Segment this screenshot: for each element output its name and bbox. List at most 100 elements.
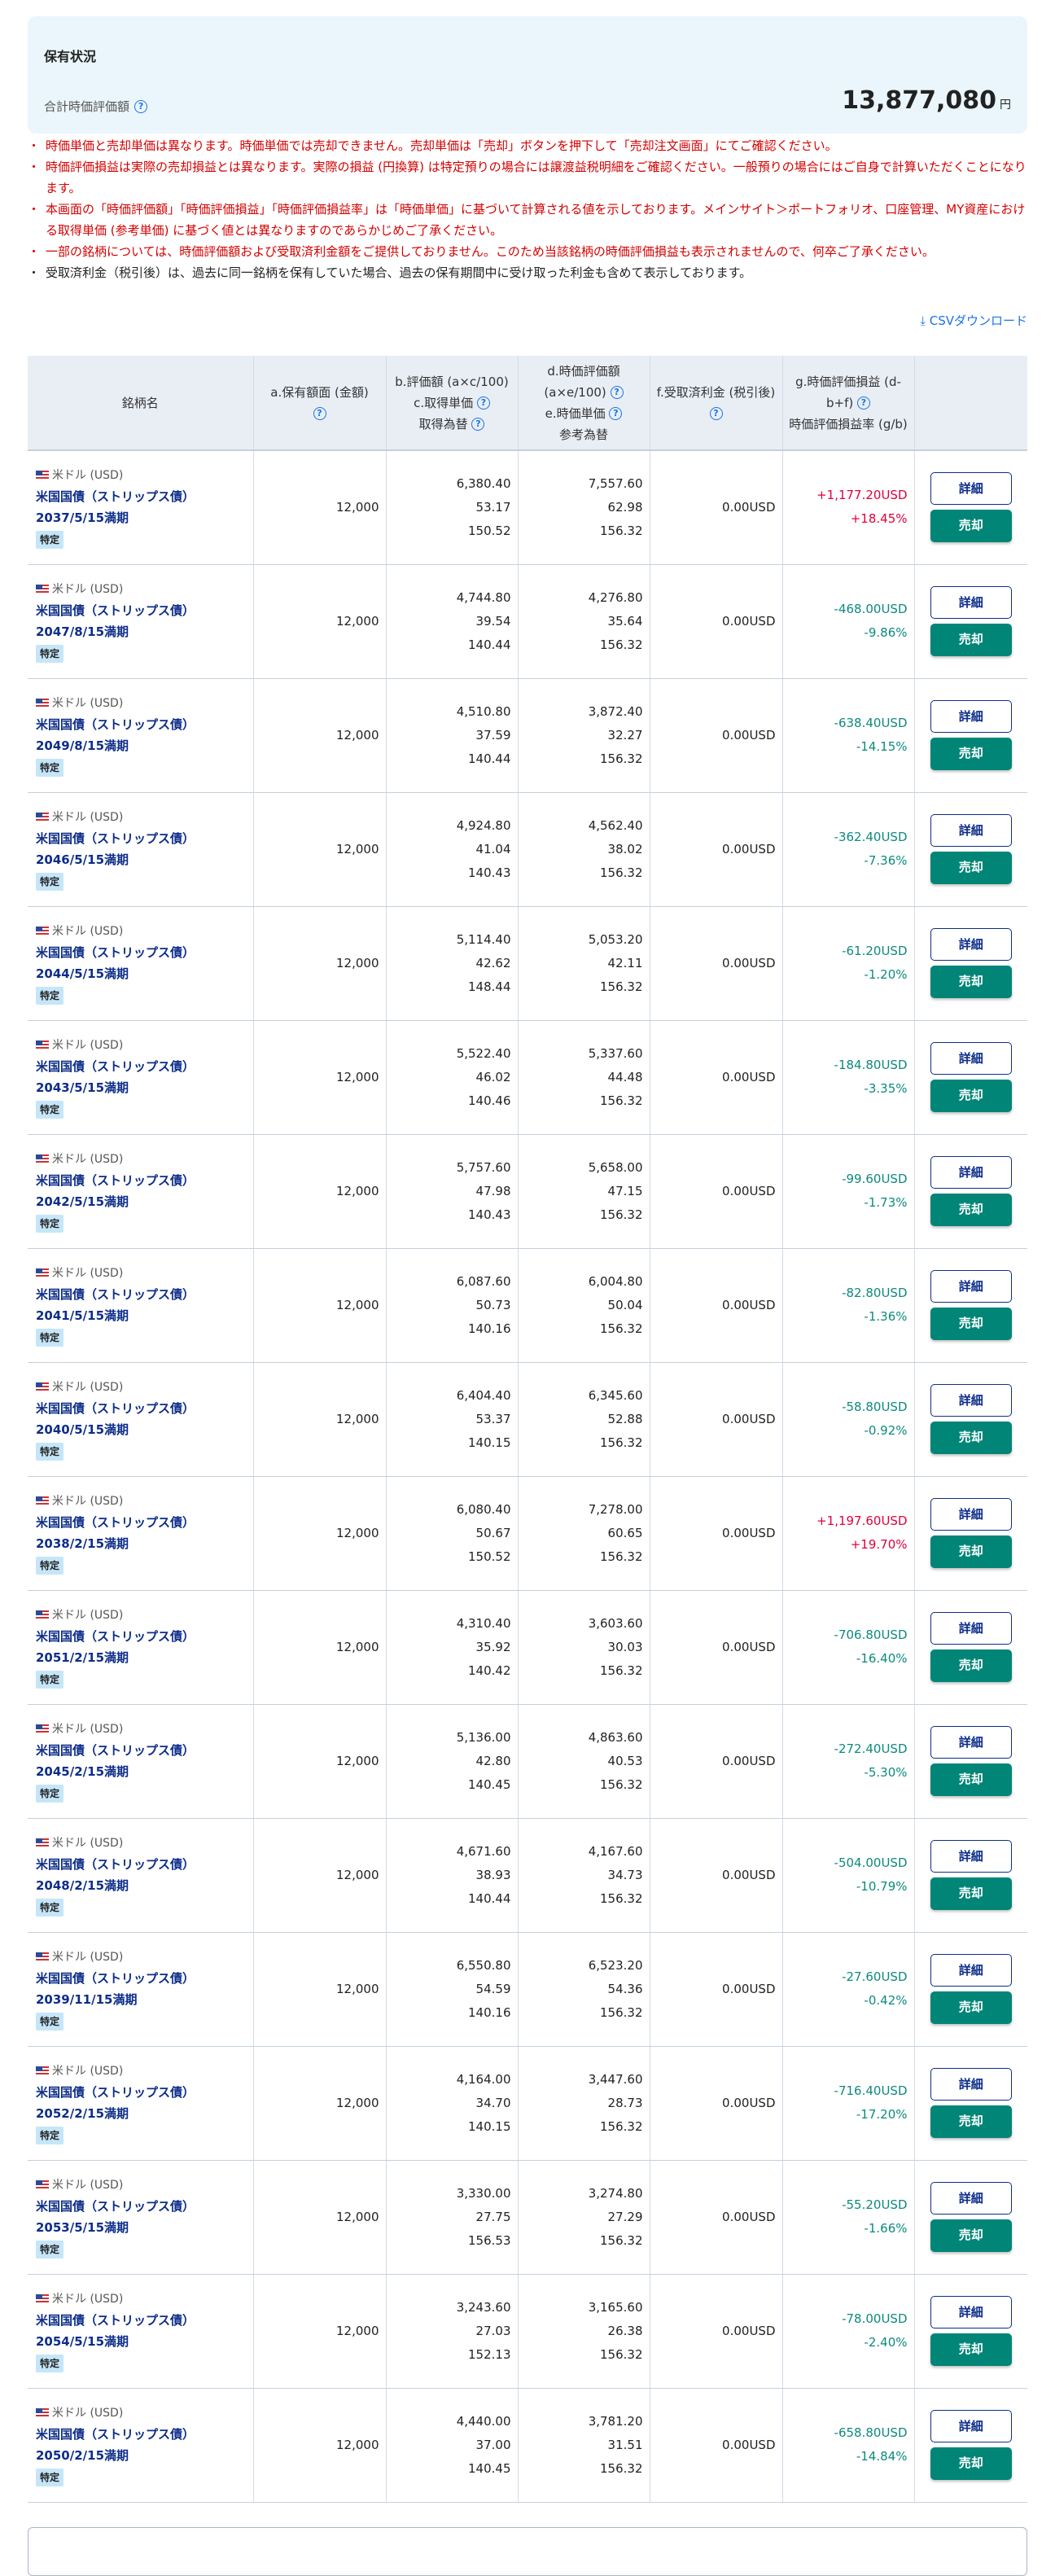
us-flag-icon <box>36 585 49 594</box>
sell-button[interactable]: 売却 <box>930 966 1012 998</box>
bond-cell: 米ドル (USD) 米国国債（ストリップス債） 2053/5/15満期 特定 <box>28 2160 254 2275</box>
bond-name-link[interactable]: 米国国債（ストリップス債） 2042/5/15満期 <box>36 1173 195 1209</box>
table-header-row: 銘柄名 a.保有額面 (金額)? b.評価額 (a×c/100) c.取得単価 ?… <box>28 356 1027 451</box>
bond-name-link[interactable]: 米国国債（ストリップス債） 2050/2/15満期 <box>36 2427 195 2463</box>
help-icon[interactable]: ? <box>857 396 870 410</box>
detail-button[interactable]: 詳細 <box>930 1954 1012 1987</box>
received-interest: 0.00USD <box>650 1704 783 1819</box>
unrealized-pl: +1,177.20USD +18.45% <box>782 450 915 565</box>
help-icon[interactable]: ? <box>471 418 485 431</box>
account-type-badge: 特定 <box>36 1671 64 1689</box>
sell-button[interactable]: 売却 <box>930 1649 1012 1682</box>
unrealized-pl: -55.20USD -1.66% <box>782 2160 915 2275</box>
detail-button[interactable]: 詳細 <box>930 814 1012 847</box>
detail-button[interactable]: 詳細 <box>930 1270 1012 1303</box>
detail-button[interactable]: 詳細 <box>930 1726 1012 1759</box>
sell-button[interactable]: 売却 <box>930 1422 1012 1454</box>
help-icon[interactable]: ? <box>610 386 624 399</box>
total-value: 13,877,080 <box>842 86 996 115</box>
detail-button[interactable]: 詳細 <box>930 2068 1012 2101</box>
account-type-badge: 特定 <box>36 2013 64 2031</box>
bond-name-link[interactable]: 米国国債（ストリップス債） 2044/5/15満期 <box>36 945 195 981</box>
bond-name-link[interactable]: 米国国債（ストリップス債） 2048/2/15満期 <box>36 1857 195 1893</box>
bond-name-link[interactable]: 米国国債（ストリップス債） 2039/11/15満期 <box>36 1971 195 2007</box>
market-valuation: 3,165.60 26.38 156.32 <box>518 2274 650 2389</box>
sell-button[interactable]: 売却 <box>930 624 1012 656</box>
face-amount: 12,000 <box>253 2160 387 2275</box>
detail-button[interactable]: 詳細 <box>930 2410 1012 2442</box>
bond-name-link[interactable]: 米国国債（ストリップス債） 2043/5/15満期 <box>36 1059 195 1095</box>
sell-button[interactable]: 売却 <box>930 2447 1012 2480</box>
bond-cell: 米ドル (USD) 米国国債（ストリップス債） 2047/8/15満期 特定 <box>28 564 254 679</box>
bond-name-link[interactable]: 米国国債（ストリップス債） 2037/5/15満期 <box>36 489 195 526</box>
account-type-badge: 特定 <box>36 2469 64 2486</box>
detail-button[interactable]: 詳細 <box>930 2182 1012 2215</box>
table-row: 米ドル (USD) 米国国債（ストリップス債） 2054/5/15満期 特定 12… <box>28 2274 1027 2389</box>
help-icon[interactable]: ? <box>476 396 490 410</box>
table-row: 米ドル (USD) 米国国債（ストリップス債） 2043/5/15満期 特定 12… <box>28 1020 1027 1135</box>
account-type-badge: 特定 <box>36 2241 64 2258</box>
bond-cell: 米ドル (USD) 米国国債（ストリップス債） 2042/5/15満期 特定 <box>28 1134 254 1249</box>
bond-name-link[interactable]: 米国国債（ストリップス債） 2041/5/15満期 <box>36 1287 195 1323</box>
us-flag-icon <box>36 2408 49 2418</box>
sell-button[interactable]: 売却 <box>930 1080 1012 1112</box>
bond-cell: 米ドル (USD) 米国国債（ストリップス債） 2043/5/15満期 特定 <box>28 1020 254 1135</box>
detail-button[interactable]: 詳細 <box>930 700 1012 733</box>
unrealized-pl: -658.80USD -14.84% <box>782 2388 915 2503</box>
detail-button[interactable]: 詳細 <box>930 1840 1012 1873</box>
currency-label: 米ドル (USD) <box>52 925 124 938</box>
valuation-cost: 4,924.80 41.04 140.43 <box>386 792 519 907</box>
bond-name-link[interactable]: 米国国債（ストリップス債） 2054/5/15満期 <box>36 2313 195 2349</box>
sell-button[interactable]: 売却 <box>930 2219 1012 2252</box>
sell-button[interactable]: 売却 <box>930 1877 1012 1910</box>
sell-button[interactable]: 売却 <box>930 2105 1012 2138</box>
detail-button[interactable]: 詳細 <box>930 586 1012 619</box>
unrealized-pl: -58.80USD -0.92% <box>782 1362 915 1477</box>
currency-label: 米ドル (USD) <box>52 2179 124 2192</box>
sell-button[interactable]: 売却 <box>930 1991 1012 2024</box>
table-row: 米ドル (USD) 米国国債（ストリップス債） 2053/5/15満期 特定 12… <box>28 2160 1027 2275</box>
bond-name-link[interactable]: 米国国債（ストリップス債） 2046/5/15満期 <box>36 831 195 867</box>
help-icon[interactable]: ? <box>609 407 623 420</box>
detail-button[interactable]: 詳細 <box>930 1612 1012 1645</box>
detail-button[interactable]: 詳細 <box>930 1156 1012 1189</box>
table-row: 米ドル (USD) 米国国債（ストリップス債） 2045/2/15満期 特定 12… <box>28 1704 1027 1819</box>
detail-button[interactable]: 詳細 <box>930 2296 1012 2328</box>
bond-name-link[interactable]: 米国国債（ストリップス債） 2047/8/15満期 <box>36 603 195 639</box>
bond-name-link[interactable]: 米国国債（ストリップス債） 2038/2/15満期 <box>36 1515 195 1551</box>
help-icon[interactable]: ? <box>709 407 723 420</box>
table-row: 米ドル (USD) 米国国債（ストリップス債） 2049/8/15満期 特定 12… <box>28 678 1027 793</box>
sell-button[interactable]: 売却 <box>930 2333 1012 2366</box>
us-flag-icon <box>36 813 49 822</box>
actions-cell: 詳細 売却 <box>914 1476 1027 1591</box>
header-d-e: d.時価評価額 (a×e/100) ? e.時価単価 ? 参考為替 <box>518 356 650 451</box>
sell-button[interactable]: 売却 <box>930 1536 1012 1568</box>
currency-label: 米ドル (USD) <box>52 1381 124 1394</box>
sell-button[interactable]: 売却 <box>930 510 1012 543</box>
sell-button[interactable]: 売却 <box>930 1763 1012 1796</box>
detail-button[interactable]: 詳細 <box>930 1384 1012 1417</box>
market-valuation: 5,337.60 44.48 156.32 <box>518 1020 650 1135</box>
bond-name-link[interactable]: 米国国債（ストリップス債） 2049/8/15満期 <box>36 717 195 753</box>
detail-button[interactable]: 詳細 <box>930 928 1012 961</box>
face-amount: 12,000 <box>253 792 387 907</box>
valuation-cost: 3,330.00 27.75 156.53 <box>386 2160 519 2275</box>
help-icon[interactable]: ? <box>134 99 148 113</box>
bond-name-link[interactable]: 米国国債（ストリップス債） 2053/5/15満期 <box>36 2199 195 2235</box>
sell-button[interactable]: 売却 <box>930 1194 1012 1226</box>
bond-name-link[interactable]: 米国国債（ストリップス債） 2040/5/15満期 <box>36 1401 195 1437</box>
sell-button[interactable]: 売却 <box>930 852 1012 884</box>
detail-button[interactable]: 詳細 <box>930 1042 1012 1075</box>
detail-button[interactable]: 詳細 <box>930 1498 1012 1531</box>
currency-label: 米ドル (USD) <box>52 469 124 483</box>
table-row: 米ドル (USD) 米国国債（ストリップス債） 2050/2/15満期 特定 12… <box>28 2388 1027 2503</box>
bond-name-link[interactable]: 米国国債（ストリップス債） 2052/2/15満期 <box>36 2085 195 2121</box>
sell-button[interactable]: 売却 <box>930 1308 1012 1340</box>
csv-download-link[interactable]: ⤓ CSVダウンロード <box>920 313 1027 328</box>
help-icon[interactable]: ? <box>313 407 326 420</box>
bond-name-link[interactable]: 米国国債（ストリップス債） 2045/2/15満期 <box>36 1743 195 1779</box>
actions-cell: 詳細 売却 <box>914 450 1027 565</box>
sell-button[interactable]: 売却 <box>930 738 1012 770</box>
bond-name-link[interactable]: 米国国債（ストリップス債） 2051/2/15満期 <box>36 1629 195 1665</box>
detail-button[interactable]: 詳細 <box>930 472 1012 506</box>
